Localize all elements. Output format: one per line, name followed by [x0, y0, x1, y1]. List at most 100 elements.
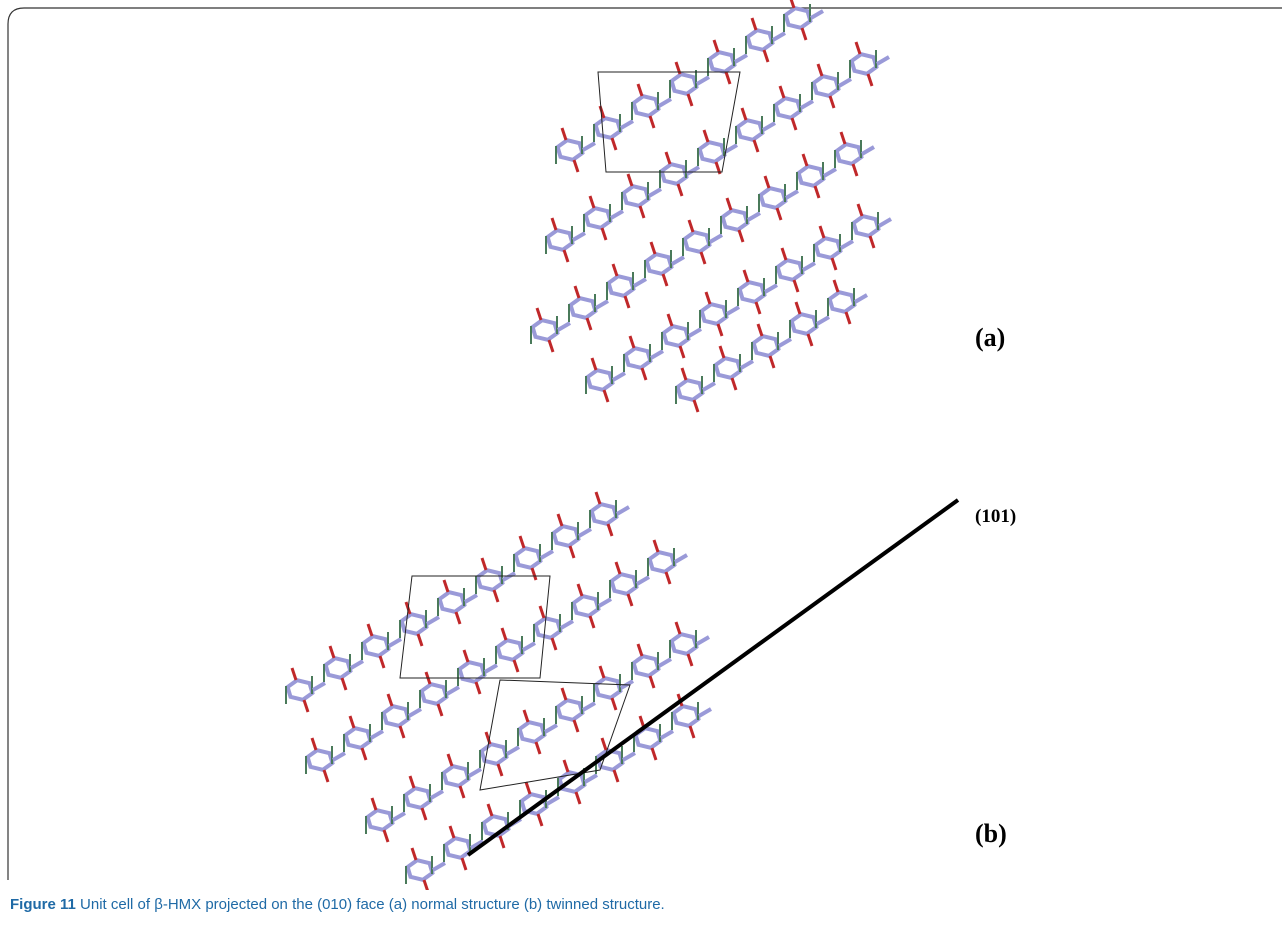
atom-bond — [429, 789, 445, 800]
atom-bond — [725, 197, 733, 211]
plane-line — [466, 498, 960, 857]
atom-bond — [479, 742, 509, 766]
atom-bond — [560, 687, 568, 701]
atom-bond — [661, 273, 669, 287]
atom-bond — [518, 535, 526, 549]
atom-bond — [854, 41, 862, 55]
atom-bond — [680, 367, 688, 381]
atom-bond — [751, 334, 781, 358]
atom-bond — [533, 616, 563, 640]
atom-bond — [737, 280, 767, 304]
atom-bond — [573, 285, 581, 299]
atom-bond — [378, 655, 386, 669]
atom-bond — [381, 704, 411, 728]
atom-bond — [716, 323, 724, 337]
atom-bond — [697, 140, 727, 164]
atom-bond — [708, 233, 724, 244]
atom-bond — [673, 553, 689, 564]
atom-bond — [365, 808, 395, 832]
atom-bond — [666, 313, 674, 327]
atom-bond — [405, 858, 435, 882]
atom-bond — [382, 829, 390, 843]
atom-bond — [600, 737, 608, 751]
atom-bond — [590, 357, 598, 371]
atom-bond — [735, 118, 765, 142]
atom-bond — [695, 75, 711, 86]
atom-bond — [323, 656, 353, 680]
atom-bond — [598, 665, 606, 679]
atom-bond — [801, 153, 809, 167]
atom-bond — [723, 143, 739, 154]
atom-bond — [560, 127, 568, 141]
atom-bond — [519, 792, 549, 816]
atom-bond — [771, 31, 787, 42]
atom-bond — [408, 775, 416, 789]
atom-bond — [513, 546, 543, 570]
atom-bond — [521, 641, 537, 652]
atom-bond — [851, 214, 881, 238]
atom-bond — [713, 356, 743, 380]
atom-bond — [443, 836, 473, 860]
panel-b-label: (b) — [975, 819, 1007, 848]
atom-bond — [572, 159, 580, 173]
atom-bond — [547, 339, 555, 353]
atom-bond — [750, 17, 758, 31]
atom-bond — [789, 312, 819, 336]
atom-bond — [399, 575, 551, 679]
atom-bond — [556, 513, 564, 527]
atom-bond — [792, 279, 800, 293]
atom-bond — [366, 623, 374, 637]
atom-bond — [707, 50, 737, 74]
atom-bond — [361, 634, 391, 658]
atom-bond — [285, 678, 315, 702]
atom-bond — [628, 335, 636, 349]
atom-bond — [813, 185, 821, 199]
atom-bond — [674, 621, 682, 635]
atom-bond — [686, 653, 694, 667]
atom-bond — [543, 723, 559, 734]
atom-bond — [664, 571, 672, 585]
atom-bond — [868, 235, 876, 249]
atom-bond — [811, 74, 841, 98]
atom-bond — [386, 693, 394, 707]
atom-bond — [593, 116, 623, 140]
atom-bond — [495, 638, 525, 662]
atom-bond — [581, 701, 597, 712]
atom-bond — [343, 726, 373, 750]
atom-bond — [832, 279, 840, 293]
atom-bond — [762, 49, 770, 63]
atom-bond — [675, 378, 705, 402]
atom-bond — [688, 725, 696, 739]
atom-bond — [610, 137, 618, 151]
atom-bond — [844, 311, 852, 325]
atom-bond — [763, 283, 779, 294]
atom-bond — [813, 236, 843, 260]
atom-bond — [595, 748, 625, 772]
atom-bond — [827, 290, 857, 314]
atom-bond — [815, 315, 831, 326]
atom-bond — [652, 539, 660, 553]
atom-bond — [856, 203, 864, 217]
atom-bond — [699, 302, 729, 326]
atom-bond — [733, 53, 749, 64]
atom-bond — [685, 165, 701, 176]
atom-bond — [457, 660, 487, 684]
atom-bond — [701, 381, 717, 392]
atom-bond — [556, 321, 572, 332]
atom-bond — [649, 349, 665, 360]
atom-bond — [571, 594, 601, 618]
atom-bond — [648, 675, 656, 689]
atom-bond — [484, 731, 492, 745]
atom-bond — [626, 593, 634, 607]
atom-bond — [305, 748, 335, 772]
atom-bond — [407, 707, 423, 718]
atom-bond — [657, 97, 673, 108]
atom-bond — [391, 811, 407, 822]
atom-bond — [576, 583, 584, 597]
atom-bond — [475, 568, 505, 592]
atom-bond — [550, 637, 558, 651]
atom-bond — [302, 699, 310, 713]
atom-bond — [436, 703, 444, 717]
atom-bond — [758, 186, 788, 210]
